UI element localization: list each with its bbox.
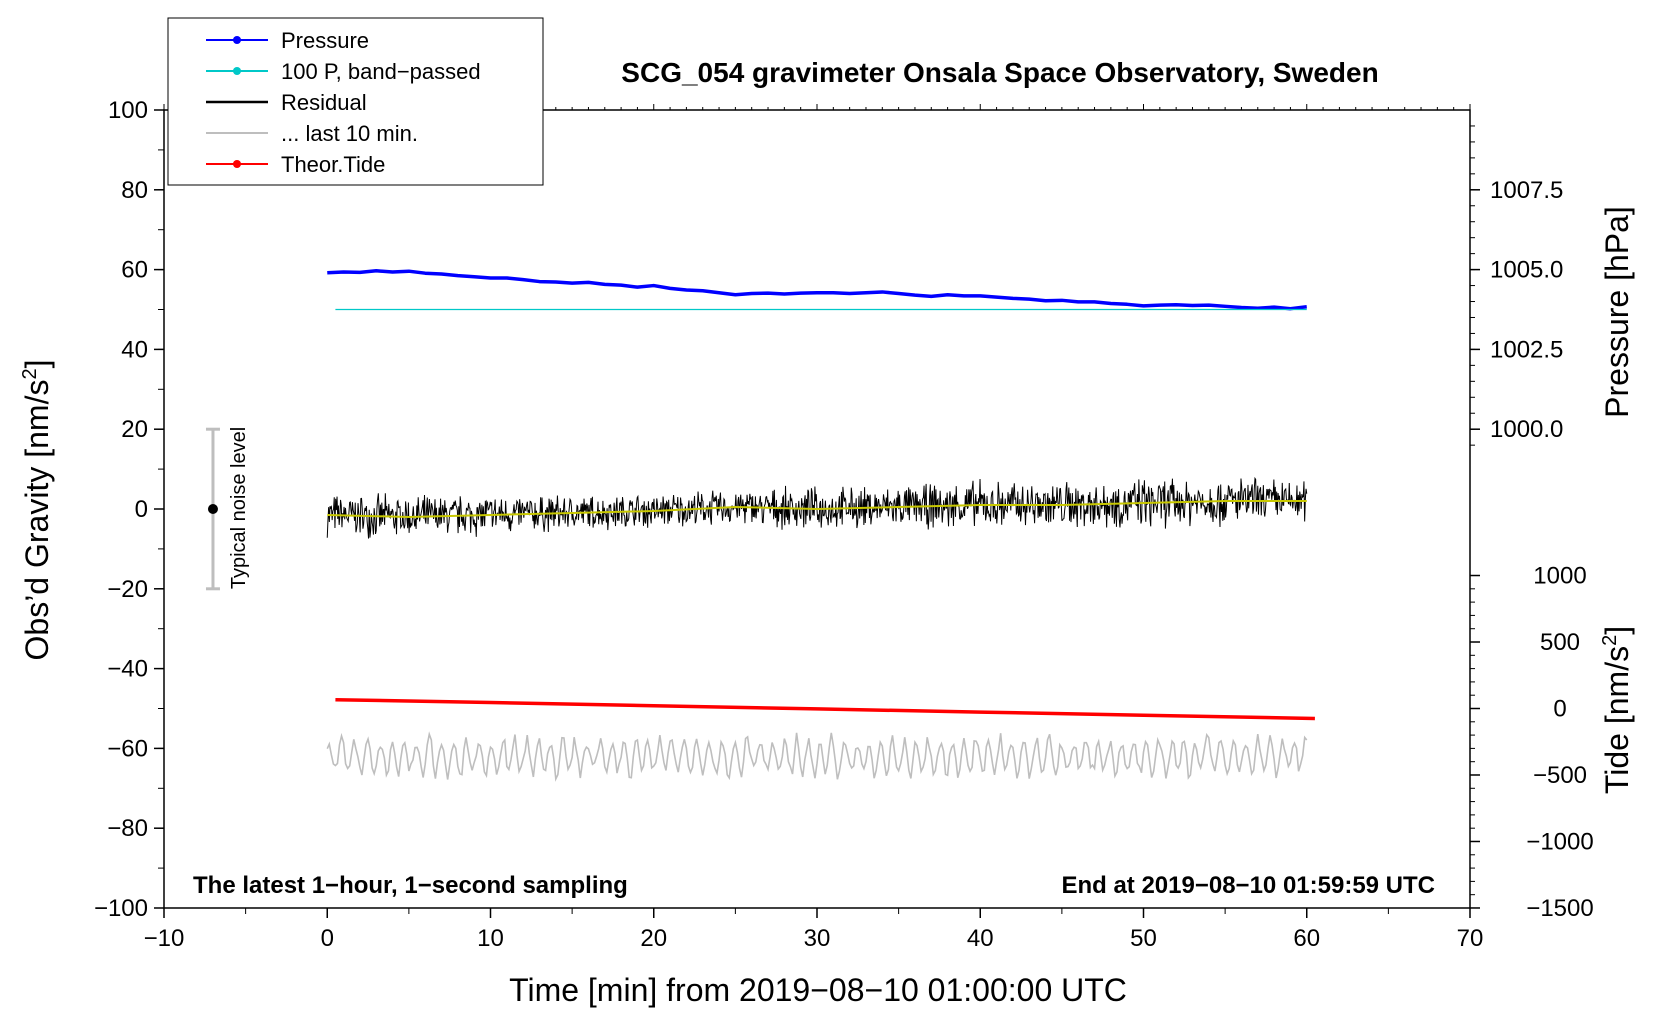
legend-label: Residual [281, 90, 367, 115]
x-tick-label: 40 [967, 925, 994, 952]
axis-layer: −10 0 10 20 30 40 50 60 70100806040200−20−40−60−… [94, 97, 1594, 952]
legend-label: Theor.Tide [281, 152, 385, 177]
pressure-tick-label: 1005.0 [1490, 257, 1563, 284]
legend: Pressure 100 P, band−passed Residual ... la… [167, 17, 544, 186]
y-tick-label: −100 [94, 895, 148, 922]
y-tick-label: 80 [121, 177, 148, 204]
legend-marker [233, 67, 241, 75]
pressure-tick-label: 1002.5 [1490, 336, 1563, 363]
tide-tick-label: 1000 [1533, 563, 1586, 590]
tide-tick-label: 500 [1540, 629, 1580, 656]
tide-tick-label: 0 [1553, 696, 1566, 723]
y-tick-label: −20 [107, 576, 148, 603]
series-3 [327, 500, 1307, 518]
legend-label: ... last 10 min. [281, 121, 418, 146]
noise-bar-center [207, 504, 218, 514]
annotation-right: End at 2019−08−10 01:59:59 UTC [1061, 872, 1435, 899]
y-tick-label: −60 [107, 735, 148, 762]
x-axis-title: Time [min] from 2019−08−10 01:00:00 UTC [509, 972, 1127, 1008]
pressure-tick-label: 1000.0 [1490, 416, 1563, 443]
annotation-left: The latest 1−hour, 1−second sampling [193, 872, 628, 899]
series-0 [327, 269, 1307, 311]
x-tick-label: 20 [640, 925, 667, 952]
y-tick-label: 40 [121, 336, 148, 363]
y-tick-label: −40 [107, 656, 148, 683]
tide-tick-label: −1500 [1526, 895, 1593, 922]
pressure-tick-label: 1007.5 [1490, 177, 1563, 204]
series-2 [335, 697, 1315, 721]
y-tick-label: 0 [135, 496, 148, 523]
noise-level-label: Typical noise level [228, 427, 250, 589]
x-tick-label: 10 [477, 925, 504, 952]
y-axis-title-left-main: Obs’d Gravity [nm/s [19, 380, 55, 661]
x-tick-label: 30 [804, 925, 831, 952]
y-tick-label: 60 [121, 257, 148, 284]
y-axis-title-tide-main: Tide [nm/s [1599, 646, 1635, 794]
y-axis-title-tide-end: ] [1599, 626, 1635, 635]
y-axis-title-left-sup: 2 [19, 368, 41, 379]
legend-label: 100 P, band−passed [281, 59, 481, 84]
x-tick-label: 0 [321, 925, 334, 952]
y-axis-title-tide: Tide [nm/s2] [1599, 626, 1635, 794]
x-tick-label: −10 [144, 925, 185, 952]
y-axis-title-pressure: Pressure [hPa] [1599, 206, 1635, 418]
legend-label: Pressure [281, 28, 369, 53]
chart-title: SCG_054 gravimeter Onsala Space Observat… [621, 57, 1378, 88]
x-tick-label: 60 [1293, 925, 1320, 952]
x-tick-label: 50 [1130, 925, 1157, 952]
legend-marker [233, 36, 241, 44]
y-axis-title-left: Obs’d Gravity [nm/s2] [19, 360, 55, 661]
series-last-10-min [326, 731, 1308, 782]
legend-marker [233, 160, 241, 168]
tide-tick-label: −500 [1533, 762, 1587, 789]
text-layer: SCG_054 gravimeter Onsala Space Observat… [19, 57, 1635, 1008]
y-axis-title-tide-sup: 2 [1599, 635, 1621, 646]
y-axis-title-left-end: ] [19, 360, 55, 369]
y-tick-label: 20 [121, 416, 148, 443]
x-tick-label: 70 [1457, 925, 1484, 952]
y-tick-label: 100 [108, 97, 148, 124]
series-layer [205, 269, 1315, 782]
tide-tick-label: −1000 [1526, 828, 1593, 855]
y-tick-label: −80 [107, 815, 148, 842]
